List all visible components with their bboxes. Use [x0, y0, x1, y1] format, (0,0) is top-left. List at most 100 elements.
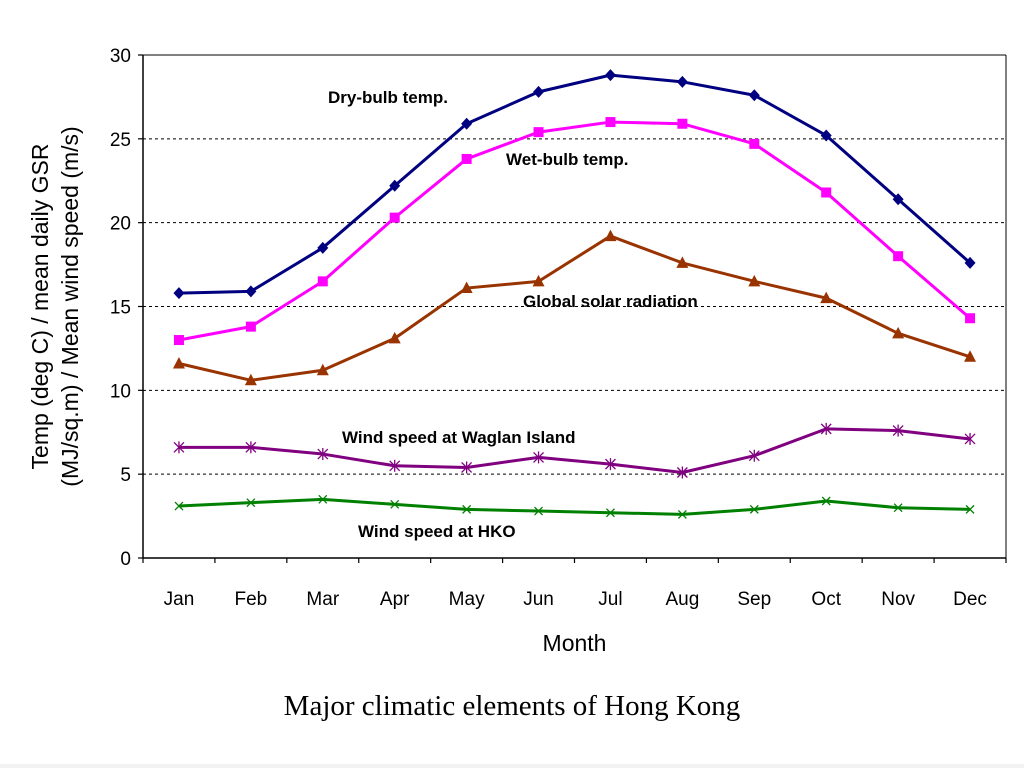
data-point: [462, 504, 472, 514]
data-point: [964, 256, 976, 269]
data-point: [965, 313, 976, 324]
data-point: [893, 503, 903, 513]
data-point: [534, 506, 544, 516]
y-tick-label: 0: [120, 549, 131, 570]
y-axis-title-line: (MJ/sq.m) / Mean wind speed (m/s): [57, 126, 83, 486]
y-tick-label: 15: [110, 298, 131, 319]
data-point: [317, 241, 329, 254]
data-point: [172, 357, 185, 369]
series-labels: Dry-bulb temp. Wet-bulb temp. Global solar…: [328, 88, 698, 541]
data-point: [461, 153, 472, 164]
x-tick-label: Feb: [235, 589, 268, 610]
series-layer: [172, 69, 977, 519]
data-point-stroke: [893, 503, 903, 513]
data-point: [749, 138, 760, 149]
series-line: [178, 234, 971, 382]
x-tick-label: Jun: [523, 589, 554, 610]
x-tick-label: Dec: [953, 589, 987, 610]
x-tick-label: Sep: [737, 589, 771, 610]
series-0: [173, 69, 976, 300]
y-tick-label: 20: [110, 214, 131, 235]
data-point: [389, 179, 401, 192]
data-point: [532, 274, 545, 287]
data-point: [893, 251, 904, 262]
data-point: [892, 424, 904, 437]
series-1: [173, 117, 976, 346]
data-point: [604, 458, 616, 471]
x-tick-label: Nov: [881, 589, 915, 610]
series-3: [173, 422, 976, 479]
data-point: [245, 285, 257, 298]
data-point: [605, 117, 616, 128]
data-point: [173, 441, 185, 454]
series-4: [174, 494, 975, 519]
data-point-stroke: [174, 501, 184, 511]
data-point: [173, 335, 184, 346]
x-tick-label: Oct: [811, 589, 841, 610]
data-point: [676, 75, 688, 88]
y-tick-label: 10: [110, 381, 131, 402]
data-point: [388, 331, 401, 344]
data-point-stroke: [390, 499, 400, 509]
data-point: [245, 441, 257, 454]
x-tick-label: Aug: [665, 589, 699, 610]
data-point-stroke: [534, 506, 544, 516]
series-label-3: Wind speed at Waglan Island: [342, 428, 575, 447]
data-point: [461, 461, 473, 474]
data-point: [820, 129, 832, 142]
data-point: [820, 291, 833, 304]
data-point: [389, 212, 400, 223]
data-point-stroke: [605, 508, 615, 518]
data-point-stroke: [965, 504, 975, 514]
data-point-stroke: [318, 494, 328, 504]
data-point: [821, 187, 832, 198]
data-point: [892, 193, 904, 206]
x-tick-label: Jan: [164, 589, 195, 610]
x-tick-label: Mar: [306, 589, 339, 610]
x-axis-title: Month: [543, 630, 607, 656]
data-point: [964, 350, 977, 362]
data-point: [460, 281, 473, 294]
data-point-stroke: [677, 509, 687, 519]
data-point: [316, 363, 329, 376]
x-tick-label: May: [449, 589, 485, 610]
figure-caption: Major climatic elements of Hong Kong: [283, 690, 741, 722]
data-point: [389, 459, 401, 472]
x-tick-label: Apr: [380, 589, 410, 610]
y-axis-title: Temp (deg C) / mean daily GSR (MJ/sq.m) /…: [27, 126, 83, 486]
data-point: [676, 256, 689, 268]
data-point: [964, 432, 976, 445]
series-line: [178, 497, 971, 516]
y-axis-title-line: Temp (deg C) / mean daily GSR: [27, 144, 53, 470]
data-point: [173, 287, 185, 300]
data-point: [533, 85, 545, 98]
y-tick-label: 25: [110, 130, 131, 151]
axes: 0 5 10 15 20 25 30 Jan Feb Mar Apr May Jun Jul Aug Sep O…: [110, 46, 1007, 610]
data-point: [821, 496, 831, 506]
data-point: [749, 504, 759, 514]
data-point-stroke: [821, 496, 831, 506]
series-2: [172, 229, 977, 386]
data-point: [245, 321, 256, 332]
slide-bottom-strip: [0, 764, 1024, 768]
data-point: [174, 501, 184, 511]
data-point: [677, 509, 687, 519]
data-point: [677, 118, 688, 129]
data-point: [246, 498, 256, 508]
y-tick-label: 30: [110, 46, 131, 67]
data-point: [604, 229, 617, 242]
x-tick-label: Jul: [598, 589, 622, 610]
data-point: [676, 466, 688, 479]
data-point: [748, 449, 760, 462]
data-point-stroke: [246, 498, 256, 508]
data-point: [390, 499, 400, 509]
data-point: [748, 89, 760, 102]
data-point: [965, 504, 975, 514]
data-point: [892, 326, 905, 339]
data-point: [244, 373, 257, 386]
series-line: [178, 427, 971, 474]
data-point: [533, 127, 544, 138]
series-line: [178, 73, 972, 295]
data-point: [748, 274, 761, 287]
